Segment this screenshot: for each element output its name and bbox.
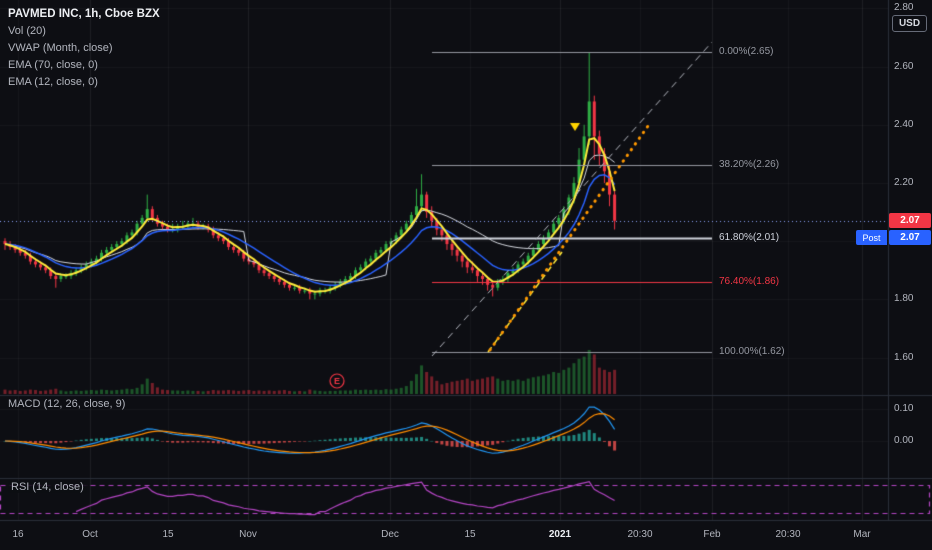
rsi-indicator-label[interactable]: RSI (14, close) (8, 481, 87, 493)
time-tick: 2021 (548, 529, 572, 540)
indicator-label-volume[interactable]: Vol (20) (8, 25, 46, 37)
macd-tick: 0.10 (894, 403, 914, 414)
indicator-label-vwap[interactable]: VWAP (Month, close) (8, 42, 113, 54)
fib-level-label-61[interactable]: 61.80%(2.01) (719, 232, 780, 244)
price-tick: 2.20 (894, 176, 914, 188)
price-tick: 2.80 (894, 2, 914, 14)
symbol-title[interactable]: PAVMED INC, 1h, Cboe BZX (8, 8, 160, 20)
fib-level-label-38[interactable]: 38.20%(2.26) (719, 159, 780, 171)
fib-level-label-100[interactable]: 100.00%(1.62) (719, 345, 785, 357)
fib-level-label-76[interactable]: 76.40%(1.86) (719, 275, 780, 287)
time-tick: Oct (82, 529, 98, 540)
post-market-price-badge: 2.07 (889, 230, 931, 245)
chart-legend: PAVMED INC, 1h, Cboe BZX Vol (20) VWAP (… (8, 6, 160, 91)
time-tick: Feb (703, 529, 721, 540)
macd-tick: 0.00 (894, 435, 914, 446)
time-tick: Nov (239, 529, 257, 540)
time-tick: Mar (853, 529, 871, 540)
time-tick: 15 (162, 529, 174, 540)
fib-level-label-0[interactable]: 0.00%(2.65) (719, 46, 774, 57)
post-market-tag: Post (856, 230, 887, 245)
time-tick: 16 (12, 529, 24, 540)
time-tick: 20:30 (627, 529, 653, 540)
time-tick: 20:30 (775, 529, 801, 540)
time-tick: 15 (464, 529, 476, 540)
last-price-badge: 2.07 (889, 213, 931, 228)
price-tick: 2.60 (894, 60, 914, 72)
price-tick: 1.80 (894, 293, 914, 305)
price-tick: 2.40 (894, 118, 914, 130)
time-axis[interactable]: 16 Oct 15 Nov Dec 15 2021 20:30 Feb 20:30 Mar (0, 520, 932, 550)
price-tick: 1.60 (894, 351, 914, 363)
currency-toggle[interactable]: USD (892, 15, 927, 32)
indicator-label-ema70[interactable]: EMA (70, close, 0) (8, 59, 98, 71)
price-axis[interactable]: 2.07 2.07 2.80 2.60 2.40 2.20 1.80 1.60 0.10 0.… (888, 0, 932, 520)
time-tick: Dec (381, 529, 399, 540)
macd-indicator-label[interactable]: MACD (12, 26, close, 9) (8, 398, 126, 410)
indicator-label-ema12[interactable]: EMA (12, close, 0) (8, 76, 98, 88)
